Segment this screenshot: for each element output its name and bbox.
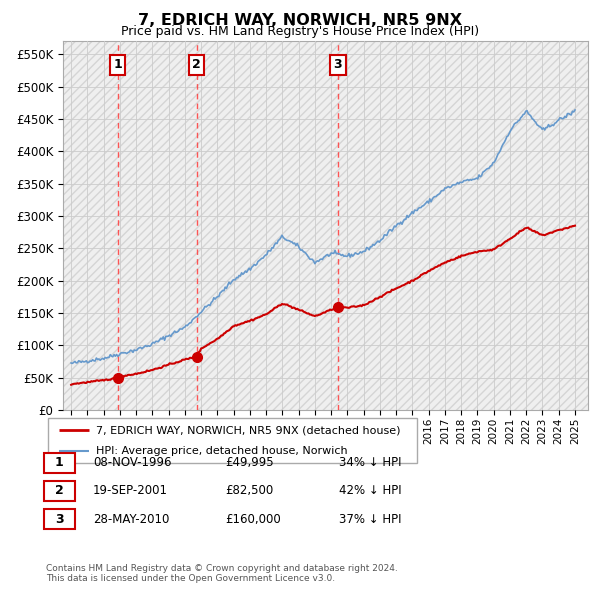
Text: £82,500: £82,500	[225, 484, 273, 497]
Text: 28-MAY-2010: 28-MAY-2010	[93, 513, 169, 526]
Text: 3: 3	[334, 58, 342, 71]
Text: 7, EDRICH WAY, NORWICH, NR5 9NX: 7, EDRICH WAY, NORWICH, NR5 9NX	[138, 13, 462, 28]
Text: £160,000: £160,000	[225, 513, 281, 526]
Text: 19-SEP-2001: 19-SEP-2001	[93, 484, 168, 497]
Text: HPI: Average price, detached house, Norwich: HPI: Average price, detached house, Norw…	[96, 446, 347, 456]
Text: Price paid vs. HM Land Registry's House Price Index (HPI): Price paid vs. HM Land Registry's House …	[121, 25, 479, 38]
Text: 2: 2	[55, 484, 64, 497]
Text: 08-NOV-1996: 08-NOV-1996	[93, 456, 172, 469]
Text: 1: 1	[113, 58, 122, 71]
Text: Contains HM Land Registry data © Crown copyright and database right 2024.
This d: Contains HM Land Registry data © Crown c…	[46, 563, 398, 583]
Text: 42% ↓ HPI: 42% ↓ HPI	[339, 484, 401, 497]
Text: £49,995: £49,995	[225, 456, 274, 469]
Text: 3: 3	[55, 513, 64, 526]
FancyBboxPatch shape	[48, 418, 417, 463]
Text: 2: 2	[192, 58, 201, 71]
Text: 7, EDRICH WAY, NORWICH, NR5 9NX (detached house): 7, EDRICH WAY, NORWICH, NR5 9NX (detache…	[96, 425, 400, 435]
Text: 37% ↓ HPI: 37% ↓ HPI	[339, 513, 401, 526]
Text: 34% ↓ HPI: 34% ↓ HPI	[339, 456, 401, 469]
Text: 1: 1	[55, 456, 64, 469]
